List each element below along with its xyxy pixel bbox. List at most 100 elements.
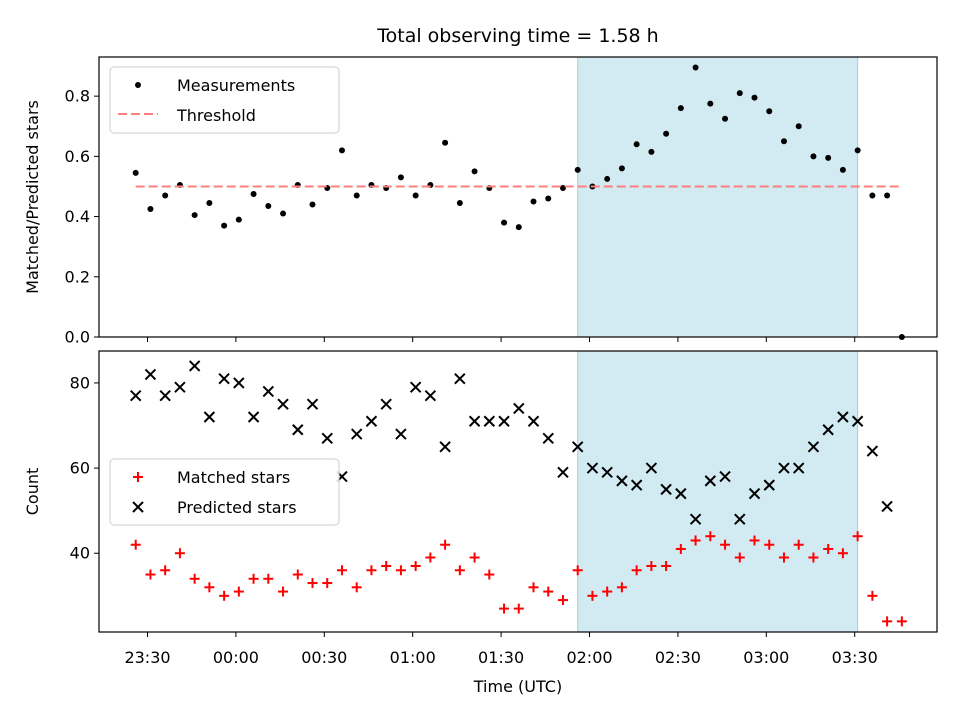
matched-stars-point xyxy=(189,573,200,584)
matched-stars-point xyxy=(734,552,745,563)
ratio-axes-frame xyxy=(98,56,938,338)
predicted-stars-point xyxy=(365,415,378,427)
chart-title: Total observing time = 1.58 h xyxy=(376,25,658,47)
measurement-point xyxy=(604,175,611,182)
measurement-point xyxy=(795,123,802,130)
measurement-point xyxy=(692,64,699,71)
legend-box xyxy=(109,458,340,526)
matched-stars-point xyxy=(720,539,731,550)
y-tick-label: 0.2 xyxy=(65,267,90,286)
predicted-stars-point xyxy=(763,479,775,491)
x-tick-label: 01:30 xyxy=(478,648,524,667)
y-tick-label: 0.8 xyxy=(65,87,90,106)
observing-window-shade xyxy=(577,57,858,337)
predicted-stars-point xyxy=(144,368,157,381)
measurement-point xyxy=(265,203,272,210)
predicted-stars-point xyxy=(542,432,554,444)
predicted-stars-point xyxy=(233,377,245,389)
y-tick-label: 0.6 xyxy=(65,147,90,166)
measurement-point xyxy=(751,94,758,101)
ratio-legend: Measurements Threshold xyxy=(109,66,340,134)
measurement-point xyxy=(515,224,522,231)
predicted-stars-point xyxy=(601,466,613,479)
matched-stars-point xyxy=(778,552,789,563)
matched-stars-point xyxy=(543,586,554,597)
predicted-stars-point xyxy=(881,500,893,513)
measurement-point xyxy=(250,190,257,197)
measurement-point xyxy=(618,165,625,172)
measurement-point xyxy=(722,115,729,122)
matched-stars-point xyxy=(513,603,524,614)
legend-matched-swatch xyxy=(133,472,143,482)
measurement-point xyxy=(707,100,714,107)
matched-stars-point xyxy=(395,565,406,576)
measurement-point xyxy=(839,166,846,173)
matched-stars-point xyxy=(292,569,303,580)
count-axes-frame xyxy=(98,350,938,633)
matched-stars-point xyxy=(896,616,907,627)
predicted-stars-point xyxy=(616,475,628,487)
predicted-stars-point xyxy=(793,462,805,474)
matched-stars-point xyxy=(484,569,495,580)
count-panel: 40 60 80 23:30 00:00 00:30 01:00 01:30 02:00 02:… xyxy=(23,350,938,667)
matched-stars-point xyxy=(204,582,215,593)
matched-stars-point xyxy=(351,582,362,593)
predicted-stars-point xyxy=(689,513,702,525)
matched-stars-point xyxy=(793,539,804,550)
y-tick-label: 0.4 xyxy=(65,207,90,226)
measurement-point xyxy=(633,141,640,148)
predicted-stars-point xyxy=(719,470,731,483)
predicted-stars-point xyxy=(203,411,216,423)
matched-stars-point xyxy=(587,590,598,601)
measurement-point xyxy=(530,198,537,205)
legend-label: Matched stars xyxy=(177,468,290,487)
matched-stars-point xyxy=(219,590,230,601)
legend-box xyxy=(109,66,340,134)
x-tick-label: 03:00 xyxy=(743,648,789,667)
matched-stars-point xyxy=(557,595,568,606)
measurement-point xyxy=(235,216,242,223)
predicted-stars-point xyxy=(321,432,333,444)
matched-stars-point xyxy=(852,531,863,542)
matched-stars-point xyxy=(322,578,333,589)
predicted-stars-point xyxy=(468,415,481,427)
matched-stars-point xyxy=(572,565,583,576)
measurement-point xyxy=(780,138,787,145)
matched-stars-point xyxy=(616,582,627,593)
measurement-point xyxy=(559,184,566,191)
predicted-stars-point xyxy=(851,415,864,427)
matched-stars-point xyxy=(366,565,377,576)
measurement-point xyxy=(884,192,891,199)
matched-stars-point xyxy=(749,535,760,546)
measurement-point xyxy=(397,174,404,181)
legend-label: Predicted stars xyxy=(177,498,297,517)
matched-stars-point xyxy=(602,586,613,597)
matched-stars-point xyxy=(823,543,834,554)
predicted-stars-point xyxy=(837,411,849,423)
measurement-point xyxy=(736,90,743,97)
predicted-stars-point xyxy=(513,402,525,415)
predicted-stars-point xyxy=(277,398,289,410)
matched-stars-point xyxy=(705,531,716,542)
x-tick-label: 02:00 xyxy=(566,648,612,667)
predicted-stars-point xyxy=(395,428,407,440)
predicted-stars-point xyxy=(645,462,658,474)
predicted-stars-point xyxy=(675,487,687,500)
measurement-point xyxy=(412,192,419,199)
measurement-point xyxy=(442,139,449,146)
predicted-stars-point xyxy=(734,513,746,525)
predicted-stars-point xyxy=(807,441,820,453)
predicted-stars-point xyxy=(498,415,510,427)
matched-stars-point xyxy=(661,561,672,572)
measurement-point xyxy=(206,200,213,207)
measurement-point xyxy=(353,192,360,199)
predicted-stars-point xyxy=(660,483,672,496)
matched-stars-point xyxy=(145,569,156,580)
x-tick-label: 00:30 xyxy=(301,648,347,667)
predicted-stars-point xyxy=(218,372,230,385)
predicted-stars-point xyxy=(778,462,790,474)
predicted-stars-point xyxy=(748,487,761,500)
matched-stars-point xyxy=(233,586,244,597)
predicted-stars-point xyxy=(704,475,717,487)
